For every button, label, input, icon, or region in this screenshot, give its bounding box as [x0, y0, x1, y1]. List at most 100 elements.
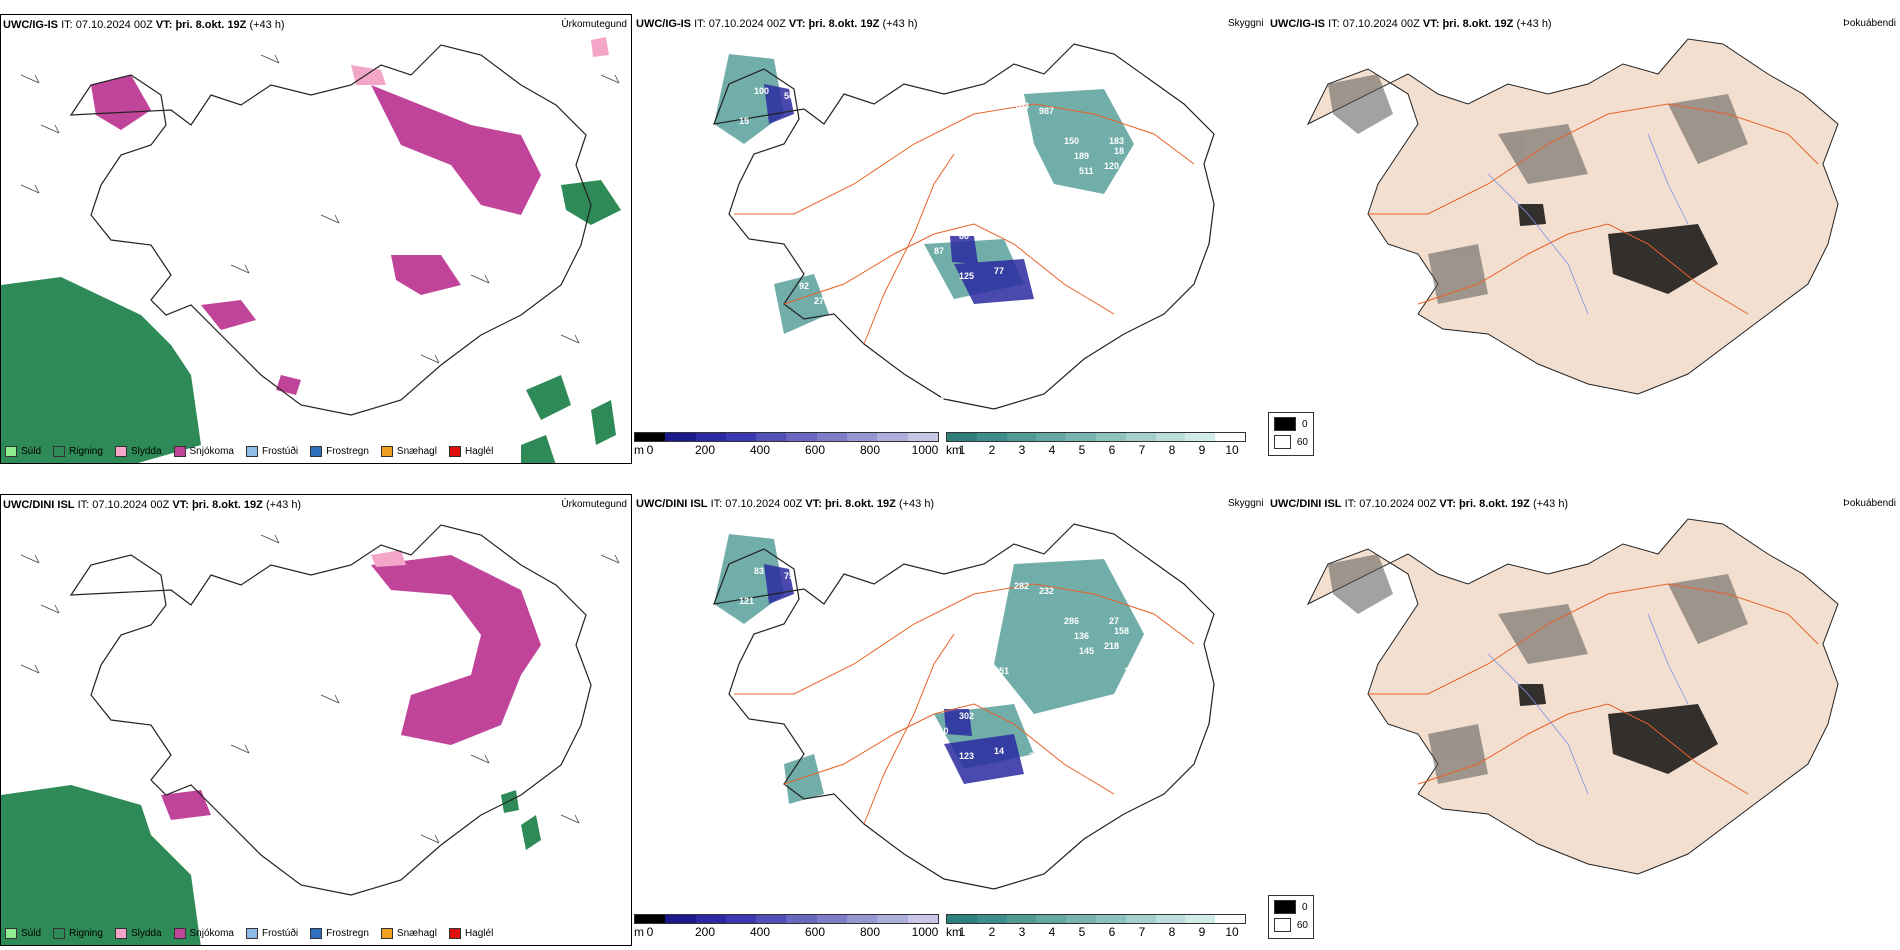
panel-header: UWC/IG-IS IT: 07.10.2024 00Z VT: þri. 8.…: [1270, 18, 1552, 30]
valid-time-label: VT:: [1439, 498, 1456, 510]
terrain-height-label: 15: [939, 391, 949, 401]
valid-time-value: þri. 8.okt. 19Z: [1442, 18, 1514, 30]
elevation-colorbar: m 0 200 400 600 800 1000: [634, 432, 939, 457]
legend-label: Haglél: [464, 446, 494, 457]
terrain-height-label: 15: [739, 116, 749, 126]
terrain-height-label: 282: [1014, 581, 1029, 591]
fog-legend-swatch: [1274, 900, 1296, 914]
legend-label: Frostúði: [261, 446, 299, 457]
colorbar-tick-label: 9: [1198, 443, 1206, 457]
legend-swatch: [380, 446, 393, 457]
legend-item: Rigning: [53, 928, 103, 939]
colorbar-segment: [1215, 433, 1245, 441]
colorbar-segment: [847, 433, 878, 441]
terrain-height-label: 27: [1109, 616, 1119, 626]
fog-legend-swatch: [1274, 918, 1291, 932]
colorbar-tick-label: 2: [988, 443, 996, 457]
snow-areas: [91, 75, 541, 395]
fog-index-map: [1306, 38, 1839, 395]
colorbar-tick-label: 10: [1225, 443, 1239, 457]
model-name: UWC/IG-IS: [1270, 18, 1325, 30]
colorbar-tick-label: 0: [646, 443, 654, 457]
colorbar-segment: [1095, 433, 1126, 441]
terrain-height-label: 50: [784, 91, 794, 101]
visibility-colorbar: km 1 2 3 4 5 6 7 8 9 10: [946, 432, 1246, 457]
legend-label: Snjókoma: [189, 446, 234, 457]
colorbar-tick-label: 600: [804, 925, 826, 939]
legend-label: Snæhagl: [396, 928, 437, 939]
legend-item: Snjókoma: [173, 446, 234, 457]
panel-title: Úrkomutegund: [561, 499, 627, 510]
terrain-height-label: 83: [754, 566, 764, 576]
precip-type-panel-row1: UWC/IG-IS IT: 07.10.2024 00Z VT: þri. 8.…: [0, 14, 632, 464]
terrain-height-label: 232: [1039, 586, 1054, 596]
colorbar-segment: [1066, 915, 1096, 923]
colorbar-segment: [665, 915, 696, 923]
terrain-height-label: 158: [1159, 186, 1174, 196]
snow-areas: [161, 555, 541, 820]
precip-type-map: [1, 37, 621, 463]
colorbar-unit: km: [946, 925, 962, 939]
model-name: UWC/DINI ISL: [636, 498, 708, 510]
colorbar-segment: [725, 433, 757, 441]
legend-swatch: [245, 928, 258, 939]
colorbar-segment: [1095, 915, 1126, 923]
init-time-label: IT:: [694, 18, 706, 30]
legend-item: Frostregn: [310, 446, 369, 457]
terrain-height-label: 88: [1154, 646, 1164, 656]
terrain-height-label: 987: [1039, 106, 1054, 116]
fog-legend-swatch: [1274, 435, 1291, 449]
legend-label: Frostregn: [326, 928, 369, 939]
terrain-height-label: 92: [799, 281, 809, 291]
colorbar-segment: [1185, 915, 1216, 923]
terrain-height-label: 193: [819, 331, 834, 341]
colorbar-segment: [665, 433, 696, 441]
colorbar-tick-label: 400: [749, 925, 771, 939]
legend-label: Frostúði: [261, 928, 299, 939]
colorbar-segment: [1036, 915, 1067, 923]
terrain-height-label: 129: [969, 156, 984, 166]
init-time-value: 07.10.2024 00Z: [92, 499, 170, 511]
fog-legend-label: 60: [1296, 436, 1308, 448]
model-name: UWC/IG-IS: [3, 19, 58, 31]
terrain-height-label: 123: [959, 751, 974, 761]
legend-swatch: [448, 446, 461, 457]
rivers: [1487, 613, 1689, 795]
colorbar-tick-label: 5: [1078, 925, 1086, 939]
colorbar-segment: [695, 915, 726, 923]
init-time-label: IT:: [77, 499, 90, 511]
fog-dense: [1518, 204, 1718, 294]
colorbar-unit: km: [946, 443, 962, 457]
legend-item: Frostregn: [310, 928, 369, 939]
colorbar-segment: [1125, 433, 1156, 441]
legend-item: Haglél: [448, 446, 494, 457]
legend-swatch: [5, 928, 17, 939]
colorbar-segment: [907, 915, 938, 923]
panel-title: Skyggni: [1228, 498, 1264, 509]
legend-swatch: [114, 928, 127, 939]
legend-item: Frostúði: [245, 446, 299, 457]
legend-label: Slydda: [130, 446, 162, 457]
roads: [734, 103, 1195, 345]
colorbar-tick-label: 1: [958, 925, 966, 939]
fog-shading: [1328, 554, 1748, 784]
roads: [734, 583, 1195, 825]
colorbar-segment: [756, 433, 787, 441]
lead-time: (+43 h): [249, 19, 285, 31]
colorbar-tick-label: 6: [1108, 925, 1116, 939]
terrain-height-label: 286: [1064, 616, 1079, 626]
iceland-coastline: [69, 524, 592, 896]
legend-item: Súld: [5, 928, 41, 939]
legend-label: Frostregn: [326, 446, 369, 457]
terrain-high: [764, 564, 1024, 784]
colorbar-unit: m: [634, 925, 644, 939]
panel-header: UWC/IG-IS IT: 07.10.2024 00Z VT: þri. 8.…: [636, 18, 918, 30]
lead-time: (+43 h): [1532, 498, 1569, 510]
lead-time: (+43 h): [265, 499, 302, 511]
valid-time-value: þri. 8.okt. 19Z: [191, 499, 263, 511]
fog-legend-item: 60: [1274, 435, 1308, 449]
legend-label: Súld: [21, 928, 42, 939]
